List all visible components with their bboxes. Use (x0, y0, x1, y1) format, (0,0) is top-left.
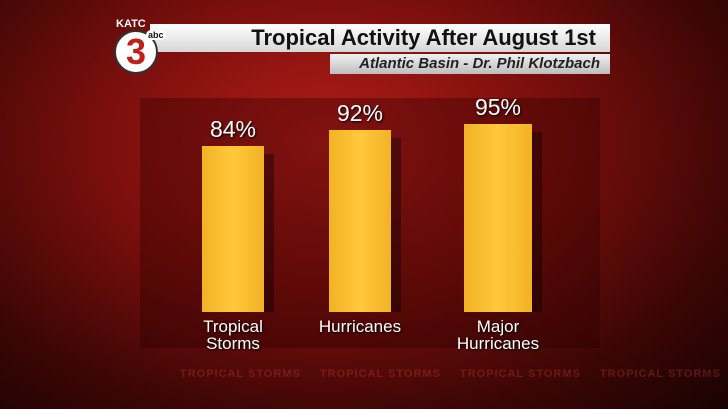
background-text: TROPICAL STORMS (600, 368, 721, 380)
logo-network: abc (146, 30, 166, 40)
subtitle-bar: Atlantic Basin - Dr. Phil Klotzbach (330, 54, 610, 74)
x-tick-label: Major Hurricanes (456, 317, 540, 353)
x-tick-label: Hurricanes (318, 317, 402, 336)
title-bar: Tropical Activity After August 1st (150, 24, 610, 52)
chart-title: Tropical Activity After August 1st (251, 25, 596, 50)
chart-subtitle: Atlantic Basin - Dr. Phil Klotzbach (359, 55, 600, 72)
logo-station: KATC (116, 18, 146, 30)
bar-shadow (532, 132, 542, 312)
background-text: TROPICAL STORMS (460, 368, 581, 380)
value-label: 84% (209, 115, 257, 142)
value-label: 92% (336, 99, 384, 126)
logo-channel: 3 (125, 31, 147, 72)
background-text: TROPICAL STORMS (180, 368, 301, 380)
bar (464, 124, 532, 312)
background-text: TROPICAL STORMS (320, 368, 441, 380)
x-tick-label: Tropical Storms (203, 317, 263, 353)
bar (202, 145, 264, 312)
bar-shadow (391, 137, 401, 312)
bar-shadow (264, 153, 274, 312)
bar (329, 129, 391, 312)
value-label: 95% (474, 94, 522, 120)
